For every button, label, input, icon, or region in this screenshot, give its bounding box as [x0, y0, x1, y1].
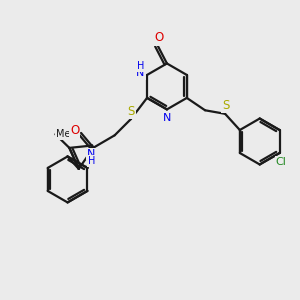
Text: N: N [87, 149, 95, 159]
Text: S: S [222, 99, 230, 112]
Text: O: O [70, 124, 79, 137]
Text: O: O [154, 32, 164, 44]
Text: H: H [137, 61, 144, 70]
Text: N: N [163, 112, 171, 123]
Text: Cl: Cl [276, 158, 286, 167]
Text: N: N [136, 68, 145, 79]
Text: Me: Me [56, 129, 70, 139]
Text: S: S [128, 105, 135, 118]
Text: H: H [88, 156, 95, 166]
